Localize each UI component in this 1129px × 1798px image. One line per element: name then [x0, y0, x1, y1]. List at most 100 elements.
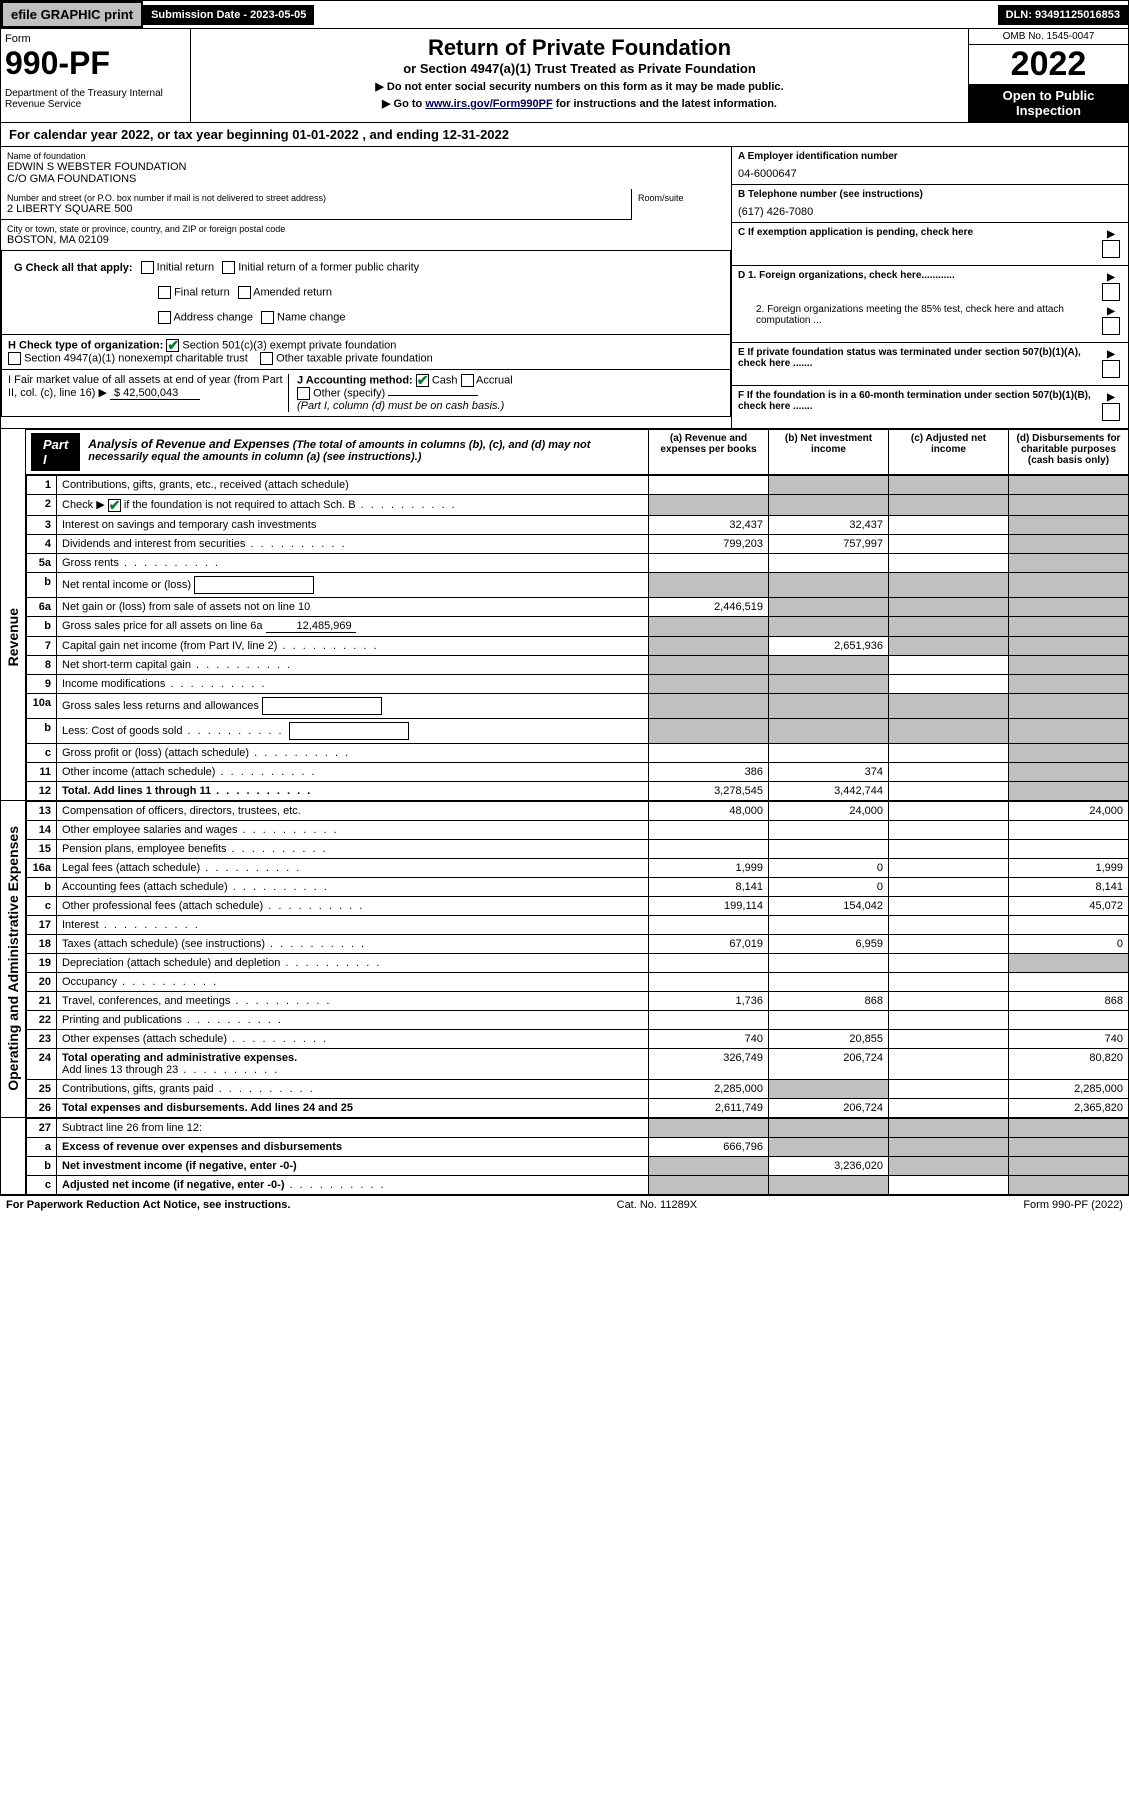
d1-checkbox[interactable]: [1102, 283, 1120, 301]
table-row: bAccounting fees (attach schedule)8,1410…: [27, 877, 1129, 896]
table-row: 13Compensation of officers, directors, t…: [27, 801, 1129, 820]
city-label: City or town, state or province, country…: [7, 224, 725, 234]
opt-4947: Section 4947(a)(1) nonexempt charitable …: [24, 352, 248, 364]
table-row: 22Printing and publications: [27, 1010, 1129, 1029]
table-row: bNet rental income or (loss): [27, 572, 1129, 597]
table-row: 10aGross sales less returns and allowanc…: [27, 693, 1129, 718]
d2-label: 2. Foreign organizations meeting the 85%…: [738, 304, 1100, 338]
page-footer: For Paperwork Reduction Act Notice, see …: [0, 1195, 1129, 1214]
address-change-checkbox[interactable]: [158, 311, 171, 324]
city-value: BOSTON, MA 02109: [7, 234, 725, 246]
table-row: cOther professional fees (attach schedul…: [27, 896, 1129, 915]
table-row: 18Taxes (attach schedule) (see instructi…: [27, 934, 1129, 953]
table-row: bNet investment income (if negative, ent…: [27, 1156, 1129, 1175]
result-table: 27Subtract line 26 from line 12: aExcess…: [26, 1118, 1129, 1195]
goto-note: ▶ Go to www.irs.gov/Form990PF for instru…: [197, 97, 962, 110]
501c3-checkbox[interactable]: [166, 339, 179, 352]
foundation-care-of: C/O GMA FOUNDATIONS: [7, 173, 725, 185]
table-row: 19Depreciation (attach schedule) and dep…: [27, 953, 1129, 972]
amended-checkbox[interactable]: [238, 286, 251, 299]
topbar: efile GRAPHIC print Submission Date - 20…: [0, 0, 1129, 29]
submission-date: Submission Date - 2023-05-05: [143, 5, 314, 25]
table-row: 12Total. Add lines 1 through 113,278,545…: [27, 781, 1129, 800]
efile-button[interactable]: efile GRAPHIC print: [1, 1, 143, 28]
table-row: bGross sales price for all assets on lin…: [27, 616, 1129, 636]
dln: DLN: 93491125016853: [998, 5, 1128, 25]
name-change-checkbox[interactable]: [261, 311, 274, 324]
expense-section: Operating and Administrative Expenses 13…: [0, 801, 1129, 1118]
irs-link[interactable]: www.irs.gov/Form990PF: [425, 98, 552, 110]
table-row: 4Dividends and interest from securities7…: [27, 534, 1129, 553]
revenue-table: 1Contributions, gifts, grants, etc., rec…: [26, 475, 1129, 801]
revenue-section: Revenue 1Contributions, gifts, grants, e…: [0, 475, 1129, 801]
dept-label: Department of the Treasury Internal Reve…: [5, 88, 186, 110]
other-method-label: Other (specify): [313, 387, 385, 399]
opt-name: Name change: [277, 311, 346, 323]
other-taxable-checkbox[interactable]: [260, 352, 273, 365]
e-label: E If private foundation status was termi…: [738, 347, 1100, 381]
table-row: aExcess of revenue over expenses and dis…: [27, 1137, 1129, 1156]
table-row: 15Pension plans, employee benefits: [27, 839, 1129, 858]
col-a-header: (a) Revenue and expenses per books: [649, 430, 769, 475]
expense-label: Operating and Administrative Expenses: [3, 818, 23, 1099]
table-row: 20Occupancy: [27, 972, 1129, 991]
table-row: 11Other income (attach schedule)386374: [27, 762, 1129, 781]
initial-former-checkbox[interactable]: [222, 261, 235, 274]
b-label: B Telephone number (see instructions): [738, 189, 1122, 200]
h-check-section: H Check type of organization: Section 50…: [1, 335, 731, 370]
footer-mid: Cat. No. 11289X: [617, 1199, 698, 1211]
opt-final: Final return: [174, 286, 230, 298]
e-checkbox[interactable]: [1102, 360, 1120, 378]
room-label: Room/suite: [638, 193, 725, 203]
a-label: A Employer identification number: [738, 151, 1122, 162]
opt-initial: Initial return: [157, 261, 214, 273]
opt-addr: Address change: [173, 311, 253, 323]
ij-section: I Fair market value of all assets at end…: [1, 370, 731, 417]
accrual-label: Accrual: [476, 374, 513, 386]
addr-label: Number and street (or P.O. box number if…: [7, 193, 625, 203]
table-row: 24Total operating and administrative exp…: [27, 1048, 1129, 1079]
initial-return-checkbox[interactable]: [141, 261, 154, 274]
f-checkbox[interactable]: [1102, 403, 1120, 421]
opt-501c3: Section 501(c)(3) exempt private foundat…: [182, 339, 396, 351]
cash-checkbox[interactable]: [416, 374, 429, 387]
c-checkbox[interactable]: [1102, 240, 1120, 258]
table-row: cGross profit or (loss) (attach schedule…: [27, 743, 1129, 762]
opt-other: Other taxable private foundation: [276, 352, 433, 364]
final-return-checkbox[interactable]: [158, 286, 171, 299]
part1-tab: Part I: [31, 433, 80, 471]
schb-checkbox[interactable]: [108, 499, 121, 512]
calendar-year-row: For calendar year 2022, or tax year begi…: [0, 123, 1129, 147]
col-b-header: (b) Net investment income: [769, 430, 889, 475]
form-number: 990-PF: [5, 45, 186, 82]
4947-checkbox[interactable]: [8, 352, 21, 365]
ssn-note: ▶ Do not enter social security numbers o…: [197, 80, 962, 93]
footer-left: For Paperwork Reduction Act Notice, see …: [6, 1199, 290, 1211]
table-row: 14Other employee salaries and wages: [27, 820, 1129, 839]
part1-row: Part I Analysis of Revenue and Expenses …: [0, 429, 1129, 475]
goto-suffix: for instructions and the latest informat…: [556, 98, 777, 110]
g-check-section: G Check all that apply: Initial return I…: [1, 251, 731, 335]
ein-value: 04-6000647: [738, 168, 1122, 180]
c-label: C If exemption application is pending, c…: [738, 227, 1100, 261]
table-row: 2Check ▶ if the foundation is not requir…: [27, 495, 1129, 516]
result-section: 27Subtract line 26 from line 12: aExcess…: [0, 1118, 1129, 1195]
d1-label: D 1. Foreign organizations, check here..…: [738, 270, 1100, 304]
table-row: 25Contributions, gifts, grants paid2,285…: [27, 1079, 1129, 1098]
table-row: 5aGross rents: [27, 553, 1129, 572]
revenue-label: Revenue: [3, 600, 23, 674]
col-d-header: (d) Disbursements for charitable purpose…: [1009, 430, 1129, 475]
other-method-checkbox[interactable]: [297, 387, 310, 400]
table-row: 3Interest on savings and temporary cash …: [27, 515, 1129, 534]
addr-value: 2 LIBERTY SQUARE 500: [7, 203, 625, 215]
goto-prefix: ▶ Go to: [382, 98, 422, 110]
cash-label: Cash: [432, 374, 458, 386]
foundation-name: EDWIN S WEBSTER FOUNDATION: [7, 161, 725, 173]
h-label: H Check type of organization:: [8, 339, 163, 351]
opt-former: Initial return of a former public charit…: [238, 261, 419, 273]
col-c-header: (c) Adjusted net income: [889, 430, 1009, 475]
footer-right: Form 990-PF (2022): [1023, 1199, 1123, 1211]
accrual-checkbox[interactable]: [461, 374, 474, 387]
d2-checkbox[interactable]: [1102, 317, 1120, 335]
part1-title: Analysis of Revenue and Expenses: [88, 437, 289, 451]
